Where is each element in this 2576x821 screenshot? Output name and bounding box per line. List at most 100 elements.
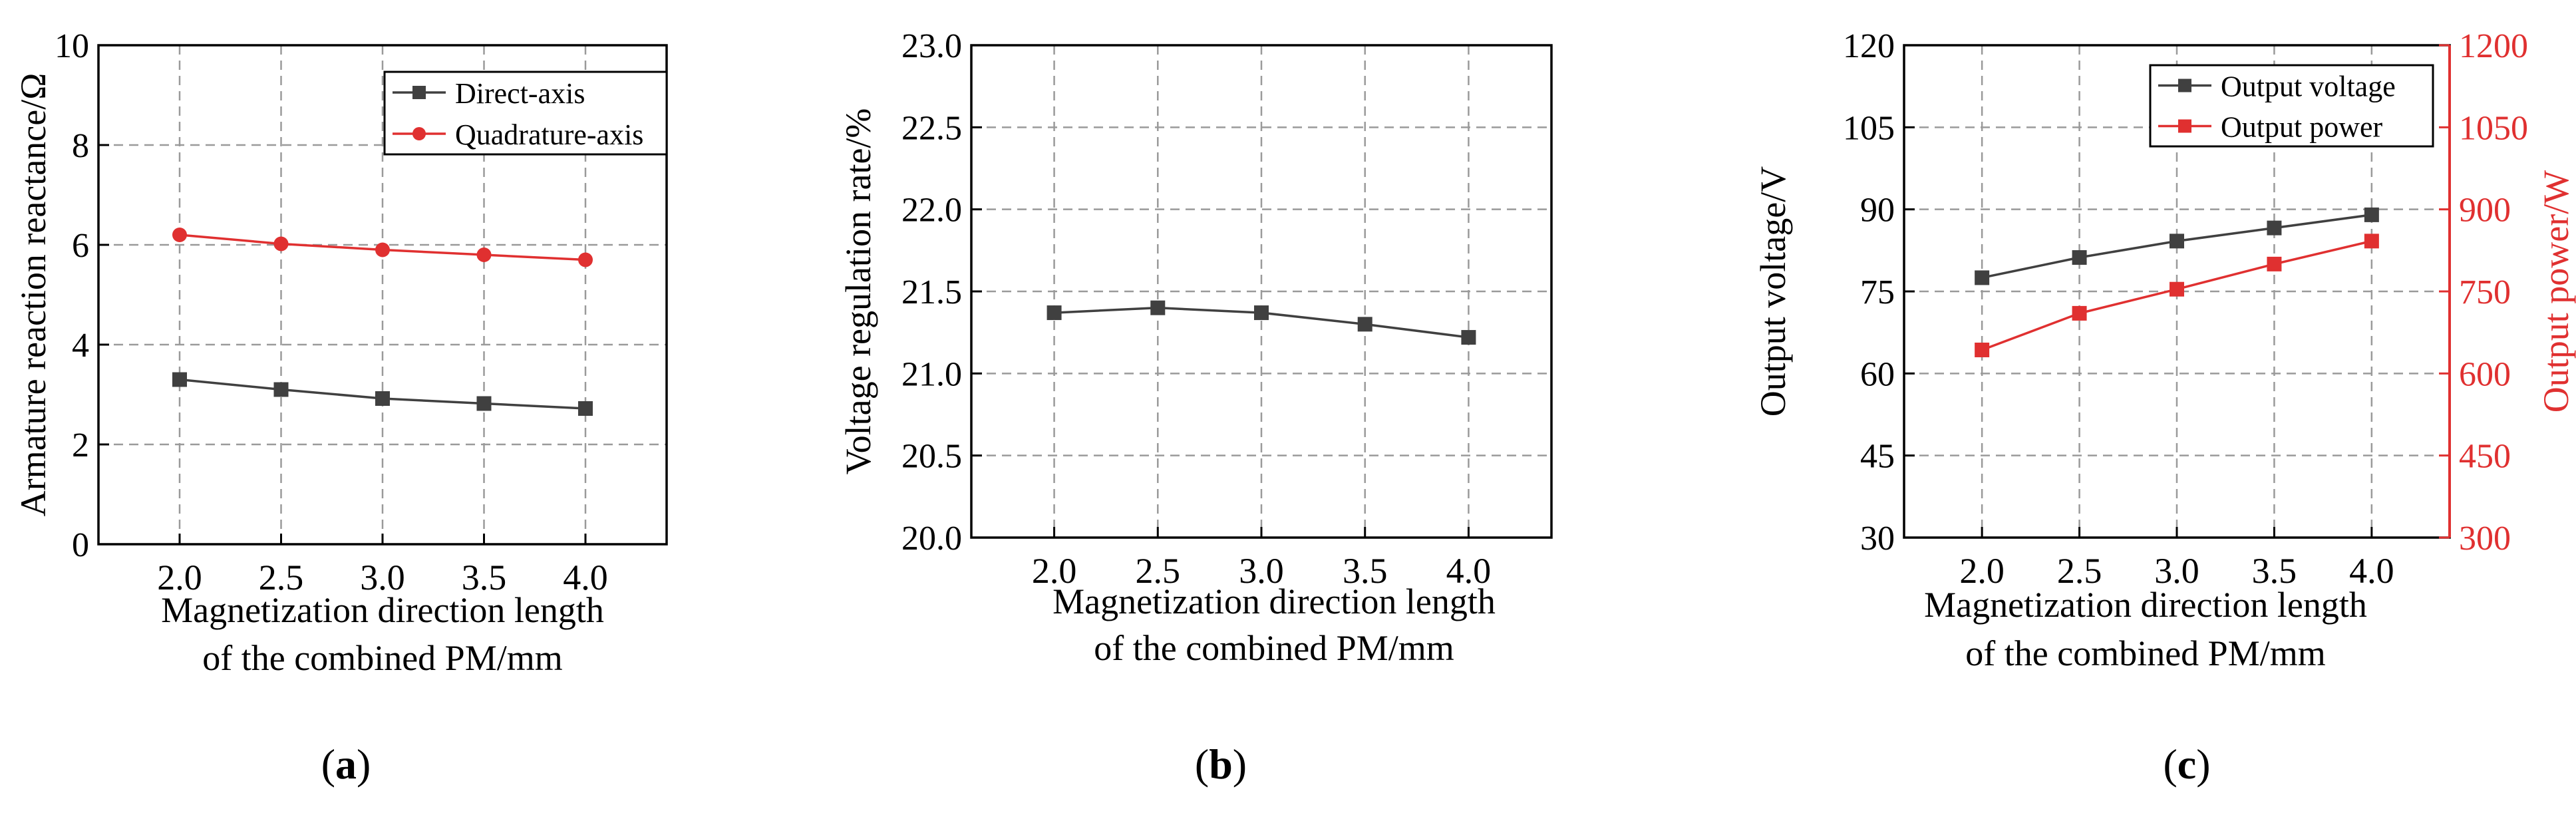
x-tick-label: 3.5 [1343, 551, 1388, 591]
y-tick-label: 20.5 [901, 438, 962, 476]
x-tick-label: 2.0 [1959, 551, 2005, 591]
x-tick-label: 3.5 [2252, 551, 2297, 591]
panel-label: (a) [321, 740, 371, 788]
legend-box [383, 71, 668, 156]
legend-swatch-marker [412, 127, 426, 140]
data-point [2267, 256, 2282, 271]
legend-label: Output power [2221, 111, 2383, 144]
data-point [2364, 234, 2379, 249]
x-axis-label-line: of the combined PM/mm [202, 638, 562, 678]
data-point [375, 242, 390, 257]
x-tick-label: 4.0 [563, 558, 608, 597]
y-axis-label: Armature reaction reactance/Ω [13, 73, 53, 517]
series-1 [1975, 207, 2379, 285]
data-point [1150, 300, 1166, 315]
legend-label: Direct-axis [455, 77, 585, 110]
data-point [375, 391, 390, 406]
x-tick-label: 4.0 [2349, 551, 2394, 591]
x-tick-label: 3.0 [1239, 551, 1284, 591]
data-point [1975, 270, 1990, 285]
y-axis-label: Voltage regulation rate/% [838, 108, 878, 475]
y-tick-label: 21.5 [901, 273, 962, 311]
series-1 [172, 372, 593, 416]
x-tick-label: 3.5 [462, 558, 507, 597]
panel-label: (b) [1195, 740, 1247, 788]
y2-tick-label: 450 [2459, 438, 2511, 476]
x-axis-label-line: of the combined PM/mm [1094, 628, 1454, 668]
y-axis-label: Output voltage/V [1753, 166, 1793, 416]
y2-tick-label: 750 [2459, 273, 2511, 311]
y-tick-label: 105 [1843, 109, 1895, 147]
series-2 [1975, 234, 2379, 357]
y-tick-label: 45 [1860, 438, 1895, 476]
data-point [578, 401, 593, 416]
y-tick-label: 90 [1860, 192, 1895, 230]
data-point [172, 228, 187, 242]
y2-tick-label: 600 [2459, 355, 2511, 393]
x-axis-label-line: Magnetization direction length [161, 590, 604, 630]
legend-swatch-marker [2178, 119, 2191, 133]
y-tick-label: 6 [72, 227, 89, 265]
y-tick-label: 60 [1860, 355, 1895, 393]
y2-tick-label: 1200 [2459, 27, 2528, 65]
legend-swatch-marker [2178, 79, 2191, 92]
y2-tick-label: 300 [2459, 520, 2511, 558]
data-point [476, 247, 492, 262]
legend-label: Quadrature-axis [455, 118, 643, 151]
chart-panel-2: 2.0 2.5 3.0 3.5 4.0 20.0 20.5 21.0 21.5 22.0 22.5 2… [838, 27, 1553, 788]
y-tick-label: 4 [72, 327, 89, 365]
x-tick-label: 2.5 [259, 558, 304, 597]
series-2 [172, 228, 593, 267]
series-1 [1046, 300, 1476, 345]
data-point [1461, 330, 1476, 345]
data-point [2267, 220, 2282, 236]
y2-tick-label: 1050 [2459, 109, 2528, 147]
x-tick-label: 3.0 [360, 558, 405, 597]
data-point [1046, 305, 1062, 321]
y-tick-label: 75 [1860, 273, 1895, 311]
legend: Direct-axis Quadrature-axis [383, 71, 668, 156]
y-tick-label: 0 [72, 526, 89, 564]
data-point [172, 372, 187, 387]
grid [971, 45, 1551, 538]
y-tick-label: 8 [72, 127, 89, 165]
panel-label: (c) [2163, 740, 2210, 788]
data-point [273, 236, 289, 251]
y-tick-label: 10 [55, 27, 89, 65]
y2-axis-label: Output power/W [2536, 170, 2576, 412]
x-tick-label: 2.5 [1136, 551, 1181, 591]
y-tick-label: 30 [1860, 520, 1895, 558]
legend-label: Output voltage [2221, 71, 2396, 103]
x-tick-label: 2.5 [2057, 551, 2102, 591]
y-tick-label: 120 [1843, 27, 1895, 65]
x-tick-label: 4.0 [1446, 551, 1492, 591]
x-tick-label: 2.0 [157, 558, 202, 597]
x-tick-label: 3.0 [2154, 551, 2199, 591]
data-point [1975, 342, 1990, 357]
legend: Output voltage Output power [2149, 64, 2434, 148]
y-tick-label: 2 [72, 426, 89, 464]
x-axis-label-line: Magnetization direction length [1052, 581, 1496, 621]
data-point [2170, 281, 2184, 297]
data-point [578, 252, 593, 267]
x-axis-label-line: of the combined PM/mm [1965, 633, 2325, 673]
data-point [2072, 250, 2087, 265]
x-tick-label: 2.0 [1032, 551, 1077, 591]
y-tick-label: 23.0 [901, 27, 962, 65]
chart-panel-3: 2.0 2.5 3.0 3.5 4.0 30 45 60 75 90 105 120 300 450 600… [1753, 27, 2576, 788]
y-tick-label: 22.0 [901, 192, 962, 230]
y-tick-label: 20.0 [901, 520, 962, 558]
legend-box [2149, 64, 2434, 148]
data-point [2170, 234, 2184, 249]
data-point [1254, 305, 1269, 321]
y-tick-label: 21.0 [901, 355, 962, 393]
y-tick-label: 22.5 [901, 109, 962, 147]
data-point [273, 382, 289, 397]
data-point [476, 396, 492, 411]
data-point [2072, 305, 2087, 321]
data-point [1357, 317, 1372, 332]
legend-swatch-marker [412, 86, 426, 99]
x-axis-label-line: Magnetization direction length [1924, 585, 2367, 625]
